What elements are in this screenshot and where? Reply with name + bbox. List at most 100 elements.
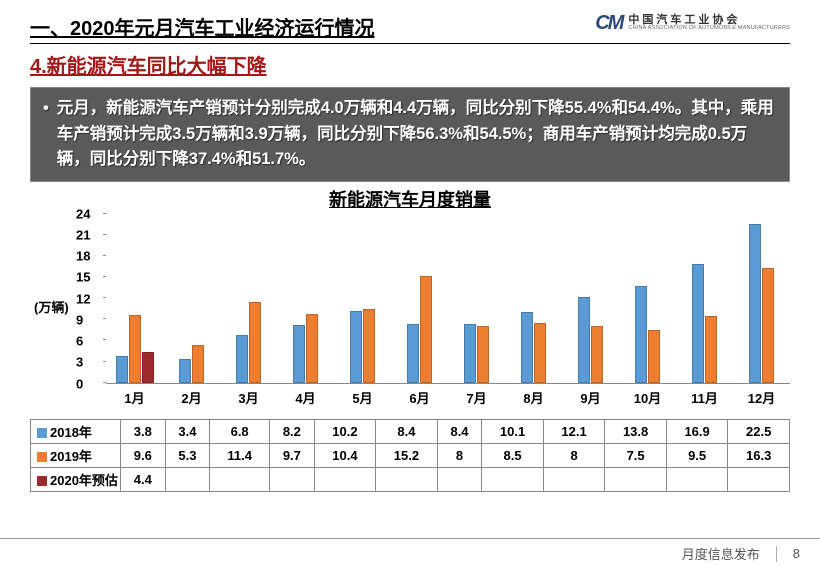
x-tick-label: 5月 (334, 384, 391, 407)
bar (129, 315, 141, 383)
x-tick-label: 7月 (448, 384, 505, 407)
bar (350, 311, 362, 383)
footer-text: 月度信息发布 (682, 544, 760, 563)
table-cell (728, 467, 790, 491)
table-cell (605, 467, 667, 491)
table-cell: 9.6 (121, 443, 166, 467)
bar-group (562, 214, 619, 383)
bar-group (106, 214, 163, 383)
series-name: 2019年 (50, 449, 92, 464)
y-tick-label: 9 (76, 312, 83, 327)
bar (705, 316, 717, 383)
x-tick-label: 9月 (562, 384, 619, 407)
chart-title: 新能源汽车月度销量 (30, 186, 790, 212)
logo: CM 中国汽车工业协会 CHINA ASSOCIATION OF AUTOMOB… (595, 12, 790, 35)
table-cell: 8 (543, 443, 605, 467)
bar-group (163, 214, 220, 383)
chart: (万辆) 03691215182124 1月2月3月4月5月6月7月8月9月10… (30, 214, 790, 419)
table-cell: 13.8 (605, 419, 667, 443)
x-tick-label: 6月 (391, 384, 448, 407)
table-cell: 3.4 (165, 419, 210, 443)
bar-group (619, 214, 676, 383)
table-cell: 8.4 (437, 419, 482, 443)
table-row: 2018年3.83.46.88.210.28.48.410.112.113.81… (31, 419, 790, 443)
table-cell (543, 467, 605, 491)
bar (477, 326, 489, 382)
table-cell: 9.7 (270, 443, 315, 467)
table-row: 2019年9.65.311.49.710.415.288.587.59.516.… (31, 443, 790, 467)
table-cell: 10.2 (314, 419, 376, 443)
table-cell: 8 (437, 443, 482, 467)
bar-group (733, 214, 790, 383)
table-cell: 11.4 (210, 443, 270, 467)
x-tick-label: 2月 (163, 384, 220, 407)
x-tick-label: 11月 (676, 384, 733, 407)
logo-mark-icon: CM (595, 12, 622, 35)
bar-group (448, 214, 505, 383)
bar (578, 297, 590, 382)
x-tick-label: 12月 (733, 384, 790, 407)
y-tick-label: 3 (76, 355, 83, 370)
bar (749, 224, 761, 382)
bar-group (505, 214, 562, 383)
bar (692, 264, 704, 383)
table-cell: 8.5 (482, 443, 544, 467)
data-table: 2018年3.83.46.88.210.28.48.410.112.113.81… (30, 419, 790, 492)
y-tick-label: 24 (76, 206, 90, 221)
bar (293, 325, 305, 383)
body-text: 元月，新能源汽车产销预计分别完成4.0万辆和4.4万辆，同比分别下降55.4%和… (57, 96, 777, 173)
table-cell: 6.8 (210, 419, 270, 443)
table-cell: 22.5 (728, 419, 790, 443)
legend-swatch-icon (37, 452, 47, 462)
table-cell (376, 467, 438, 491)
body-text-box: 元月，新能源汽车产销预计分别完成4.0万辆和4.4万辆，同比分别下降55.4%和… (30, 87, 790, 182)
table-cell (210, 467, 270, 491)
table-cell (666, 467, 728, 491)
plot-area (106, 214, 790, 384)
table-cell: 8.2 (270, 419, 315, 443)
y-axis: (万辆) 03691215182124 (34, 214, 106, 384)
table-cell (165, 467, 210, 491)
x-tick-label: 8月 (505, 384, 562, 407)
table-cell: 7.5 (605, 443, 667, 467)
bar (236, 335, 248, 383)
table-cell: 10.1 (482, 419, 544, 443)
legend-swatch-icon (37, 428, 47, 438)
bar (521, 312, 533, 383)
bar (635, 286, 647, 383)
table-cell: 9.5 (666, 443, 728, 467)
x-tick-label: 1月 (106, 384, 163, 407)
bar-group (391, 214, 448, 383)
x-axis: 1月2月3月4月5月6月7月8月9月10月11月12月 (106, 384, 790, 407)
table-cell (437, 467, 482, 491)
bar-group (220, 214, 277, 383)
table-cell (482, 467, 544, 491)
x-tick-label: 10月 (619, 384, 676, 407)
series-name: 2020年预估 (50, 473, 118, 488)
table-row: 2020年预估4.4 (31, 467, 790, 491)
slide: 一、2020年元月汽车工业经济运行情况 CM 中国汽车工业协会 CHINA AS… (0, 0, 820, 568)
x-tick-label: 4月 (277, 384, 334, 407)
table-cell: 16.9 (666, 419, 728, 443)
bar (464, 324, 476, 383)
series-name: 2018年 (50, 425, 92, 440)
y-tick-label: 18 (76, 249, 90, 264)
bar (762, 268, 774, 383)
header: 一、2020年元月汽车工业经济运行情况 CM 中国汽车工业协会 CHINA AS… (30, 12, 790, 44)
table-cell: 5.3 (165, 443, 210, 467)
bar (249, 302, 261, 382)
y-tick-label: 0 (76, 376, 83, 391)
bar (407, 324, 419, 383)
page-number: 8 (793, 546, 800, 561)
bar-group (334, 214, 391, 383)
bar (192, 345, 204, 382)
x-tick-label: 3月 (220, 384, 277, 407)
legend-swatch-icon (37, 476, 47, 486)
table-cell: 15.2 (376, 443, 438, 467)
y-tick-label: 12 (76, 291, 90, 306)
table-cell: 4.4 (121, 467, 166, 491)
y-axis-unit: (万辆) (34, 297, 69, 316)
table-cell: 3.8 (121, 419, 166, 443)
footer: 月度信息发布 8 (0, 538, 820, 568)
main-title: 一、2020年元月汽车工业经济运行情况 (30, 12, 375, 41)
